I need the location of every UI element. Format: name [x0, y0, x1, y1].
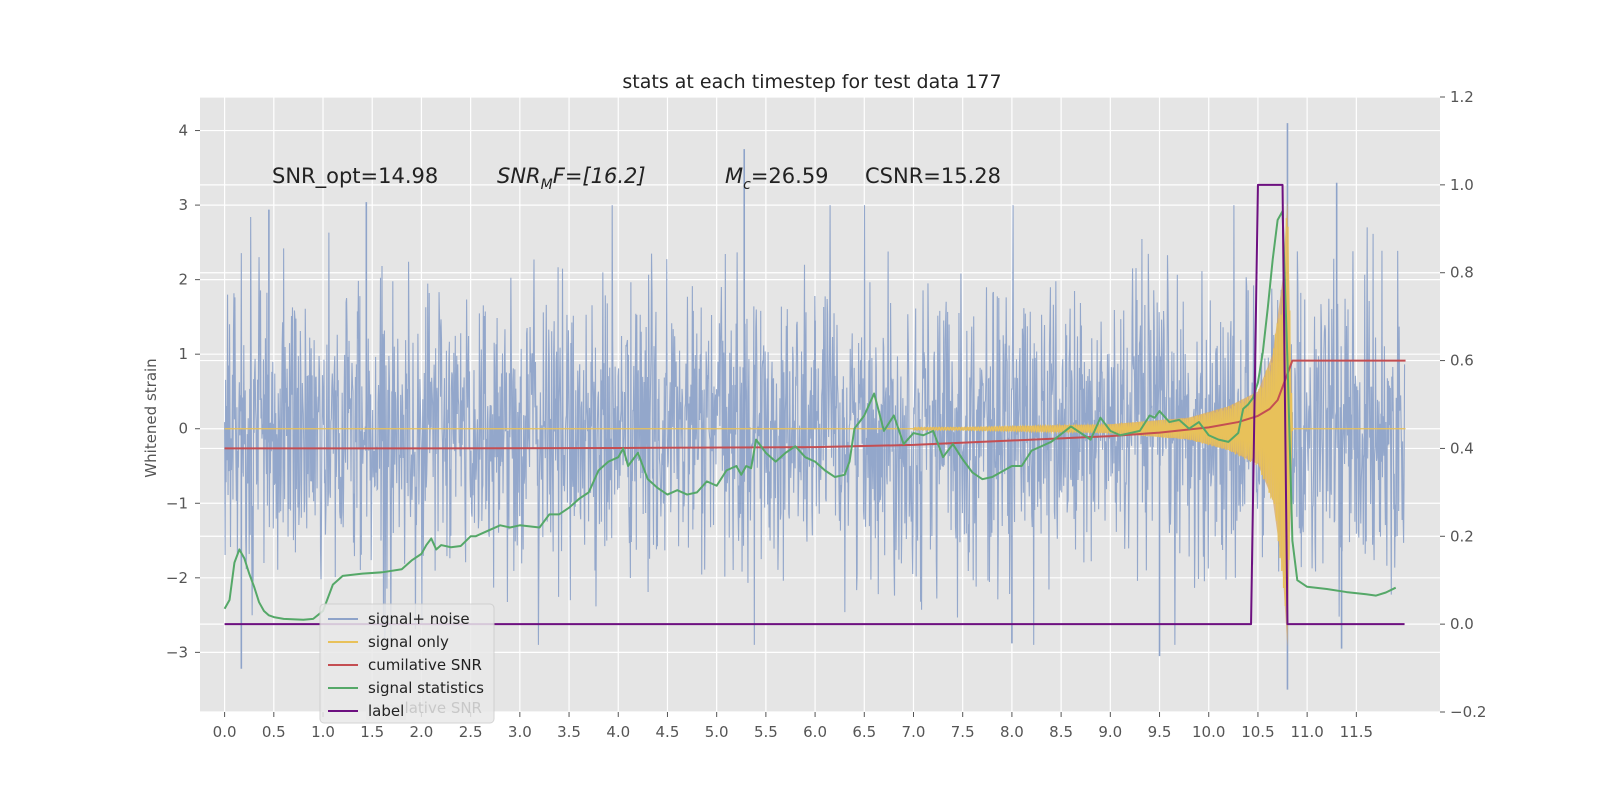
annotation-snr-mf-main: SNR	[497, 164, 541, 188]
annotation-csnr: CSNR=15.28	[865, 164, 1001, 188]
y2-tick-label: 0.0	[1450, 615, 1474, 633]
series-label-line	[224, 183, 1405, 626]
x-tick-label: 8.0	[1000, 723, 1024, 741]
y-tick-label: −1	[166, 494, 188, 512]
x-tick-label: 3.5	[557, 723, 581, 741]
y2-tick-label: 1.2	[1450, 88, 1474, 106]
x-tick-label: 0.5	[262, 723, 286, 741]
x-tick-label: 11.5	[1340, 723, 1373, 741]
x-tick-label: 10.5	[1241, 723, 1274, 741]
annotation-mc-sub: c	[743, 177, 751, 193]
x-tick-label: 9.0	[1098, 723, 1122, 741]
x-tick-label: 11.0	[1290, 723, 1323, 741]
annotation-snr-mf-rest: F=[16.2]	[553, 164, 646, 188]
legend-label: signal statistics	[368, 679, 484, 697]
y2-tick-label: −0.2	[1450, 703, 1486, 721]
y2-tick-label: 0.8	[1450, 264, 1474, 282]
legend-box	[319, 603, 495, 724]
annotation-mc-main: M	[725, 164, 743, 188]
y2-tick-label: 0.2	[1450, 527, 1474, 545]
y2-tick-label: 0.4	[1450, 439, 1474, 457]
x-tick-label: 5.0	[705, 723, 729, 741]
y-tick-label: 3	[178, 196, 188, 214]
series-layer	[223, 123, 1406, 690]
x-tick-label: 6.0	[803, 723, 827, 741]
x-tick-label: 7.0	[902, 723, 926, 741]
series-signal-statistics-line	[223, 210, 1397, 621]
y-tick-label: −2	[166, 569, 188, 587]
y2-tick-label: 0.6	[1450, 352, 1474, 370]
x-tick-label: 9.5	[1148, 723, 1172, 741]
y-tick-label: 1	[178, 345, 188, 363]
x-tick-label: 5.5	[754, 723, 778, 741]
legend-label-backing	[366, 700, 406, 720]
annotation-snr-mf-sub: M	[541, 177, 553, 193]
y-axis-label: Whitened strain	[142, 358, 160, 477]
x-tick-label: 7.5	[951, 723, 975, 741]
x-tick-label: 8.5	[1049, 723, 1073, 741]
series-signal-only-line	[224, 218, 1406, 618]
annotation-snr-mf: SNRMF=[16.2]	[497, 164, 646, 193]
legend-label: label	[368, 702, 404, 720]
y-tick-label: 4	[178, 122, 188, 140]
legend-label: signal only	[368, 633, 449, 651]
axes-layer: 0.0 0.5 1.0 1.5 2.0 2.5 3.0 3.5 4.0 4.5 5.0 5.5 6.0 6…	[166, 88, 1487, 741]
y-tick-label: 2	[178, 271, 188, 289]
x-tick-label: 2.5	[459, 723, 483, 741]
y2-tick-label: 1.0	[1450, 176, 1474, 194]
legend-label: signal+ noise	[368, 610, 470, 628]
legend-label: cumilative SNR	[368, 656, 482, 674]
annotation-mc: Mc=26.59	[725, 164, 829, 193]
x-tick-label: 0.0	[213, 723, 237, 741]
stats-annotations: SNR_opt=14.98 SNRMF=[16.2] Mc=26.59 CSNR…	[272, 164, 1001, 193]
x-tick-label: 4.5	[656, 723, 680, 741]
x-tick-label: 10.0	[1192, 723, 1225, 741]
x-tick-label: 1.5	[360, 723, 384, 741]
x-tick-label: 1.0	[311, 723, 335, 741]
x-tick-label: 4.0	[606, 723, 630, 741]
chart-title: stats at each timestep for test data 177	[622, 71, 1001, 93]
annotation-snr-opt: SNR_opt=14.98	[272, 164, 438, 189]
x-tick-label: 3.0	[508, 723, 532, 741]
annotation-mc-rest: =26.59	[751, 164, 829, 188]
x-tick-label: 2.0	[409, 723, 433, 741]
x-tick-label: 6.5	[852, 723, 876, 741]
y-tick-label: −3	[166, 643, 188, 661]
y-tick-label: 0	[178, 420, 188, 438]
